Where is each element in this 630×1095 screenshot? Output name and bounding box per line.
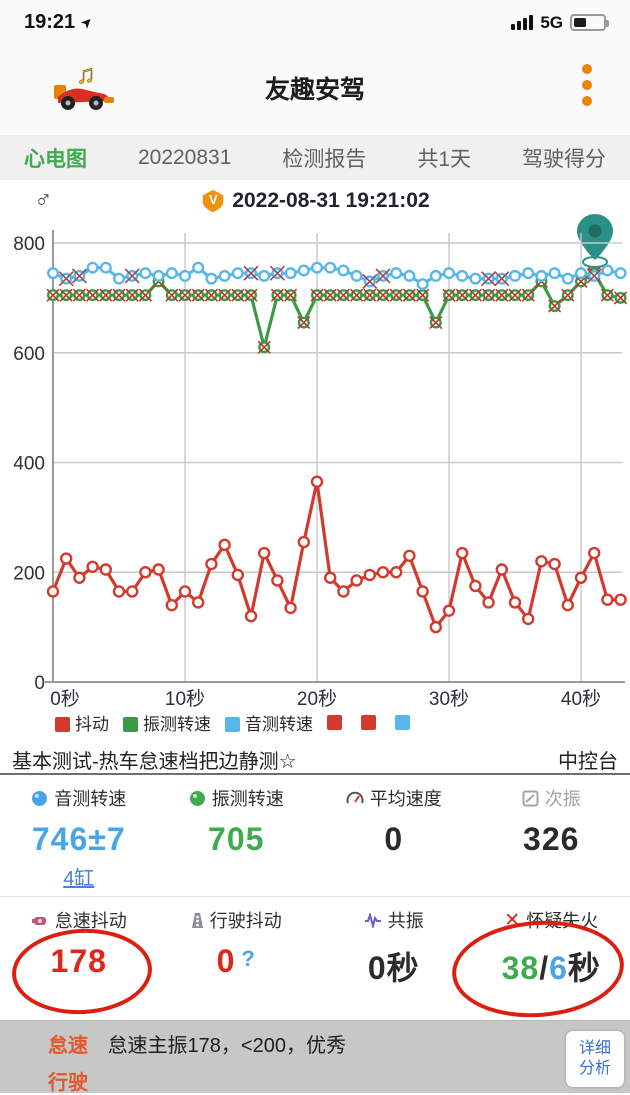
stats-row-1: 音测转速 746±7 4缸 振测转速 705 平均速度 0 次	[0, 775, 630, 897]
stat-drive-shake: 行驶抖动 0?	[158, 907, 316, 1020]
vibration-rpm-value: 705	[208, 821, 264, 858]
svg-text:30秒: 30秒	[429, 688, 469, 710]
svg-text:20秒: 20秒	[297, 688, 337, 710]
network-type-label: 5G	[540, 13, 563, 33]
app-header: ♫ 友趣安驾	[0, 45, 630, 135]
battery-icon	[570, 14, 606, 31]
legend-swatch	[361, 715, 376, 730]
idle-shake-value: 178	[51, 943, 107, 980]
audio-rpm-value: 746±7	[32, 821, 126, 858]
legend-item-0: 抖动	[55, 710, 109, 735]
misfire-x-icon: ✕	[504, 909, 520, 932]
detail-analysis-button[interactable]: 详细 分析	[566, 1031, 624, 1087]
stat-avg-speed: 平均速度 0	[315, 785, 473, 896]
svg-text:0: 0	[34, 673, 45, 694]
summary-footer: 怠速 怠速主振178，<200，优秀 行驶 详细 分析	[0, 1020, 630, 1093]
idle-shake-icon	[31, 913, 49, 928]
svg-text:600: 600	[13, 344, 45, 365]
vibration-count-icon	[522, 790, 539, 807]
race-car-music-icon: ♫	[52, 57, 116, 124]
stat-misfire: ✕ 怀疑失火 38/6秒	[473, 907, 630, 1020]
legend-swatch	[395, 715, 410, 730]
svg-text:400: 400	[13, 454, 45, 475]
speedometer-icon	[346, 790, 364, 807]
resonance-wave-icon	[364, 913, 382, 928]
test-title: 基本测试-热车怠速档把边静测☆	[12, 745, 297, 774]
svg-text:10秒: 10秒	[165, 688, 205, 710]
legend-extra-swatch-2	[395, 713, 415, 733]
location-arrow-icon: ➤	[77, 12, 97, 32]
test-section-row: 基本测试-热车怠速档把边静测☆ 中控台	[0, 745, 630, 775]
help-question-button[interactable]: ?	[241, 946, 255, 971]
misfire-value: 38/6秒	[502, 943, 601, 989]
stats-row-2: 怠速抖动 178 行驶抖动 0? 共振 0秒 ✕ 怀疑失火 38/	[0, 897, 630, 1020]
svg-text:200: 200	[13, 563, 45, 584]
legend-extra-swatch-0	[327, 713, 347, 733]
resonance-value: 0秒	[368, 943, 420, 989]
clock-time: 19:21	[24, 11, 75, 34]
drive-shake-icon	[191, 912, 204, 929]
legend-item-2: 音测转速	[225, 710, 313, 735]
vibration-count-value: 326	[523, 821, 579, 858]
audio-rpm-icon	[31, 790, 48, 807]
svg-text:800: 800	[13, 234, 45, 255]
stat-resonance: 共振 0秒	[315, 907, 473, 1020]
idle-summary-text: 怠速主振178，<200，优秀	[108, 1035, 346, 1057]
tab-date[interactable]: 20220831	[138, 146, 231, 170]
status-bar: 19:21 ➤ 5G	[0, 0, 630, 45]
chart-timestamp: 2022-08-31 19:21:02	[232, 189, 429, 213]
legend-swatch	[327, 715, 342, 730]
idle-tag: 怠速	[48, 1035, 88, 1057]
legend-swatch	[55, 717, 70, 732]
drive-tag: 行驶	[48, 1072, 88, 1094]
tab-ecg[interactable]: 心电图	[24, 143, 87, 173]
svg-text:♫: ♫	[76, 59, 96, 89]
cylinder-count-link[interactable]: 4缸	[63, 862, 94, 891]
tab-score[interactable]: 驾驶得分	[522, 143, 606, 173]
verified-badge-icon: V	[200, 188, 226, 214]
legend-swatch	[225, 717, 240, 732]
vibration-rpm-icon	[189, 790, 206, 807]
legend-extra-swatch-1	[361, 713, 381, 733]
stat-vibration-rpm: 振测转速 705	[158, 785, 316, 896]
tab-bar: 心电图 20220831 检测报告 共1天 驾驶得分	[0, 135, 630, 180]
avg-speed-value: 0	[384, 821, 403, 858]
stat-audio-rpm: 音测转速 746±7 4缸	[0, 785, 158, 896]
tab-report[interactable]: 检测报告	[282, 143, 366, 173]
svg-text:40秒: 40秒	[561, 688, 601, 710]
ecg-line-chart[interactable]: 0 200 400 600 800 0秒 10秒 20秒 30秒 40秒	[0, 225, 630, 710]
stat-idle-shake: 怠速抖动 178	[0, 907, 158, 1020]
sensor-location-label: 中控台	[558, 745, 618, 774]
drive-shake-value: 0?	[217, 943, 256, 980]
legend-item-1: 振测转速	[123, 710, 211, 735]
tab-days[interactable]: 共1天	[417, 143, 471, 173]
cellular-signal-icon	[511, 15, 533, 30]
legend-swatch	[123, 717, 138, 732]
chart-legend: 抖动振测转速音测转速	[55, 710, 415, 735]
menu-dots-button[interactable]	[582, 64, 592, 106]
svg-text:0秒: 0秒	[50, 688, 80, 710]
stat-vibration-count: 次振 326	[473, 785, 630, 896]
